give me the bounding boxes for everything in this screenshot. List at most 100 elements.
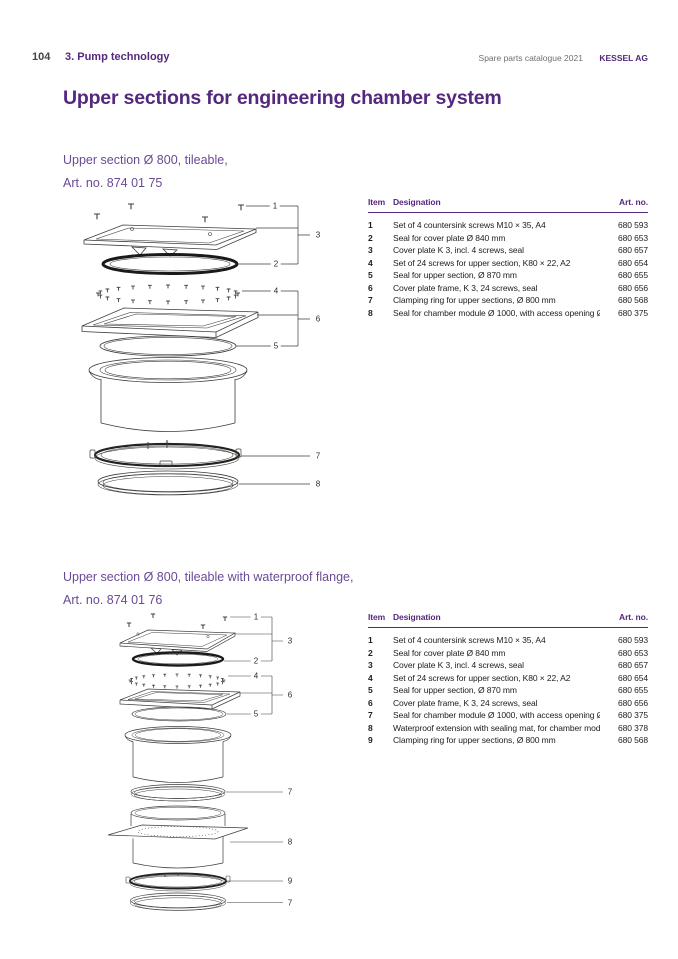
parts-table-874-01-76: Item Designation Art. no. 1 Set of 4 cou… <box>368 612 648 747</box>
col-artno: Art. no. <box>619 612 648 622</box>
cell-artno: 680 655 <box>617 270 648 281</box>
cell-artno: 680 568 <box>617 295 648 306</box>
table-row: 3 Cover plate K 3, incl. 4 screws, seal … <box>368 244 648 257</box>
callout-label: 6 <box>312 314 324 324</box>
cell-designation: Waterproof extension with sealing mat, f… <box>393 722 600 733</box>
exploded-diagram-svg <box>107 613 283 911</box>
waterproof-extension <box>107 805 249 869</box>
col-item: Item <box>368 197 386 207</box>
cell-designation: Set of 24 screws for upper section, K80 … <box>393 257 571 268</box>
cell-artno: 680 656 <box>617 697 648 708</box>
col-item: Item <box>368 612 386 622</box>
cell-item: 2 <box>368 232 373 243</box>
callout-label: 8 <box>312 479 324 489</box>
brand-name: KESSEL AG <box>599 53 648 63</box>
cell-designation: Seal for cover plate Ø 840 mm <box>393 232 506 243</box>
cell-item: 2 <box>368 647 373 658</box>
section1-heading: Upper section Ø 800, tileable, Art. no. … <box>63 149 228 195</box>
cell-artno: 680 593 <box>617 635 648 645</box>
section1-heading-line1: Upper section Ø 800, tileable, <box>63 153 228 167</box>
cell-artno: 680 593 <box>617 220 648 230</box>
seal-cover-plate <box>101 253 239 275</box>
table-row: 2 Seal for cover plate Ø 840 mm 680 653 <box>368 647 648 660</box>
col-artno: Art. no. <box>619 197 648 207</box>
cell-item: 9 <box>368 735 373 746</box>
cell-designation: Cover plate frame, K 3, 24 screws, seal <box>393 697 538 708</box>
cell-artno: 680 653 <box>617 232 648 243</box>
section2-heading-line1: Upper section Ø 800, tileable with water… <box>63 570 354 584</box>
callout-label: 5 <box>250 709 262 719</box>
cell-artno: 680 654 <box>617 672 648 683</box>
cover-plate <box>83 224 257 257</box>
chapter-title: 3. Pump technology <box>65 51 170 63</box>
callout-lines <box>236 205 310 485</box>
callout-label: 7 <box>284 787 296 797</box>
page-number: 104 <box>32 51 51 63</box>
cell-designation: Seal for chamber module Ø 1000, with acc… <box>393 710 600 721</box>
cell-designation: Cover plate K 3, incl. 4 screws, seal <box>393 660 524 671</box>
callout-label: 1 <box>250 612 262 622</box>
clamping-ring <box>89 440 242 470</box>
cell-item: 5 <box>368 270 373 281</box>
cell-artno: 680 375 <box>617 710 648 721</box>
table-header: Item Designation Art. no. <box>368 612 648 628</box>
seal-upper-section <box>131 706 227 722</box>
table-row: 2 Seal for cover plate Ø 840 mm 680 653 <box>368 232 648 245</box>
callout-label: 4 <box>270 286 282 296</box>
cell-item: 4 <box>368 672 373 683</box>
callout-label: 9 <box>284 876 296 886</box>
page-title: Upper sections for engineering chamber s… <box>63 87 502 109</box>
table-row: 9 Clamping ring for upper sections, Ø 80… <box>368 734 648 747</box>
cell-artno: 680 657 <box>617 245 648 256</box>
seal-cover-plate <box>131 651 225 667</box>
col-designation: Designation <box>393 612 441 622</box>
chamber-module-seal-lower <box>130 892 226 911</box>
cell-designation: Cover plate frame, K 3, 24 screws, seal <box>393 282 538 293</box>
screw-ring <box>128 673 226 689</box>
table-header: Item Designation Art. no. <box>368 197 648 213</box>
parts-table-874-01-75: Item Designation Art. no. 1 Set of 4 cou… <box>368 197 648 319</box>
screws-top <box>126 613 228 630</box>
cell-artno: 680 656 <box>617 282 648 293</box>
exploded-diagram-svg <box>81 203 310 496</box>
table-row: 3 Cover plate K 3, incl. 4 screws, seal … <box>368 659 648 672</box>
table-row: 8 Seal for chamber module Ø 1000, with a… <box>368 307 648 320</box>
cell-item: 7 <box>368 295 373 306</box>
cell-designation: Seal for upper section, Ø 870 mm <box>393 270 517 281</box>
cell-item: 1 <box>368 635 373 645</box>
cover-plate-frame <box>119 688 241 710</box>
callout-label: 3 <box>312 230 324 240</box>
callout-label: 6 <box>284 690 296 700</box>
col-designation: Designation <box>393 197 441 207</box>
table-row: 4 Set of 24 screws for upper section, K8… <box>368 257 648 270</box>
cover-plate-frame <box>81 307 259 338</box>
cell-item: 8 <box>368 307 373 318</box>
table-row: 5 Seal for upper section, Ø 870 mm 680 6… <box>368 269 648 282</box>
cell-designation: Clamping ring for upper sections, Ø 800 … <box>393 735 556 746</box>
cell-item: 7 <box>368 710 373 721</box>
cell-artno: 680 568 <box>617 735 648 746</box>
cell-designation: Seal for cover plate Ø 840 mm <box>393 647 506 658</box>
cell-item: 4 <box>368 257 373 268</box>
section1-heading-line2: Art. no. 874 01 75 <box>63 176 163 190</box>
screw-ring <box>95 284 241 305</box>
cell-artno: 680 655 <box>617 685 648 696</box>
cell-item: 8 <box>368 722 373 733</box>
exploded-diagram-874-01-75: 1 3 2 4 6 5 7 8 <box>60 193 332 505</box>
chamber-module-seal-upper <box>130 784 226 802</box>
cell-artno: 680 657 <box>617 660 648 671</box>
cell-designation: Set of 4 countersink screws M10 × 35, A4 <box>393 220 546 230</box>
cell-item: 3 <box>368 245 373 256</box>
cover-plate <box>119 629 237 656</box>
cell-designation: Set of 4 countersink screws M10 × 35, A4 <box>393 635 546 645</box>
cell-item: 1 <box>368 220 373 230</box>
cell-artno: 680 653 <box>617 647 648 658</box>
table-row: 6 Cover plate frame, K 3, 24 screws, sea… <box>368 697 648 710</box>
cell-artno: 680 375 <box>617 307 648 318</box>
callout-label: 4 <box>250 671 262 681</box>
callout-label: 8 <box>284 837 296 847</box>
section2-heading-line2: Art. no. 874 01 76 <box>63 593 163 607</box>
header-right: Spare parts catalogue 2021 KESSEL AG <box>479 53 648 63</box>
screws-top <box>93 203 245 223</box>
table-row: 8 Waterproof extension with sealing mat,… <box>368 722 648 735</box>
